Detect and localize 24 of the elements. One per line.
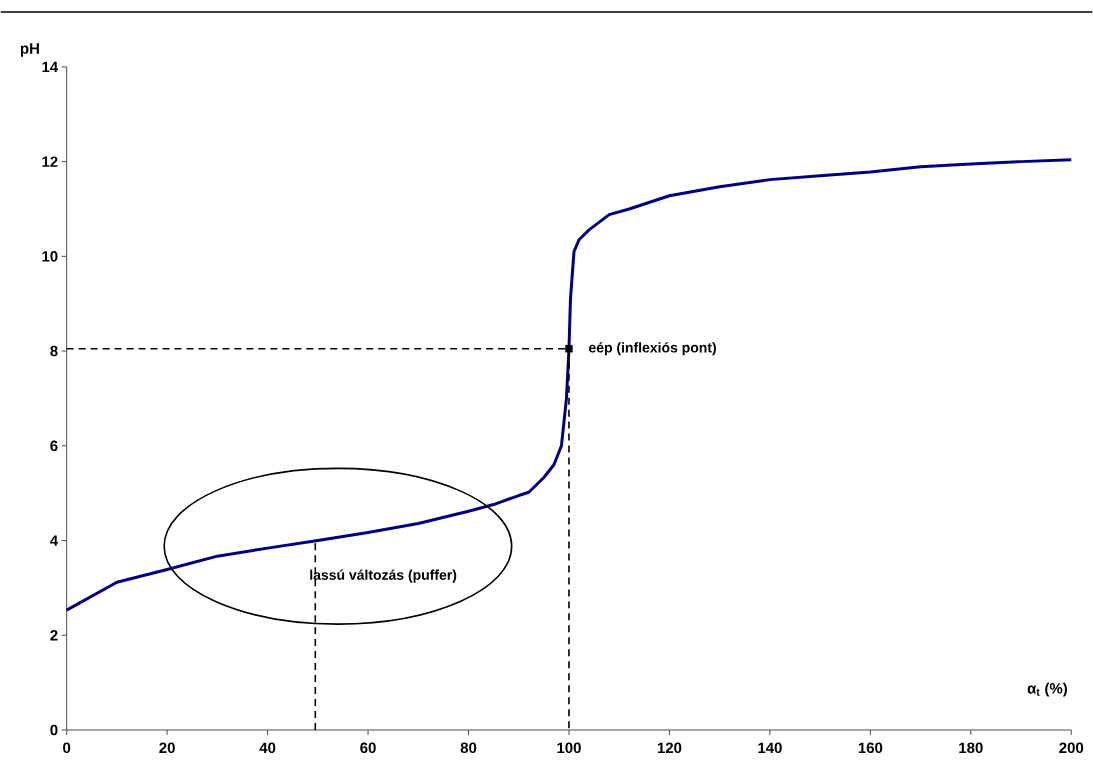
- y-axis-title: pH: [20, 43, 39, 57]
- annotation: lassú változás (puffer): [310, 569, 457, 583]
- y-tick-label: 10: [42, 251, 58, 262]
- x-tick-label: 200: [1059, 742, 1084, 754]
- y-tick-label: 0: [50, 724, 58, 736]
- x-tick-label: 100: [557, 742, 581, 754]
- x-tick-label: 80: [460, 742, 477, 754]
- x-tick-label: 180: [959, 742, 983, 754]
- x-tick-label: 120: [657, 742, 682, 754]
- x-tick-label: 40: [259, 742, 276, 754]
- y-tick-label: 2: [50, 630, 58, 641]
- y-tick-label: 14: [42, 61, 59, 73]
- y-tick-label: 6: [50, 440, 58, 452]
- y-tick-label: 12: [42, 156, 58, 167]
- line-series: [65, 158, 1073, 612]
- x-tick-label: 140: [758, 742, 782, 754]
- x-axis-title: α$_{t}$ (%): [1027, 682, 1067, 697]
- x-tick-label: 160: [858, 742, 883, 754]
- y-tick-label: 8: [50, 345, 58, 357]
- x-tick-label: 60: [360, 742, 376, 754]
- x-tick-label: 20: [159, 742, 175, 754]
- x-tick-label: 0: [63, 742, 71, 754]
- y-tick-label: 4: [50, 535, 59, 546]
- annotation: eép (inflexiós pont): [589, 342, 716, 356]
